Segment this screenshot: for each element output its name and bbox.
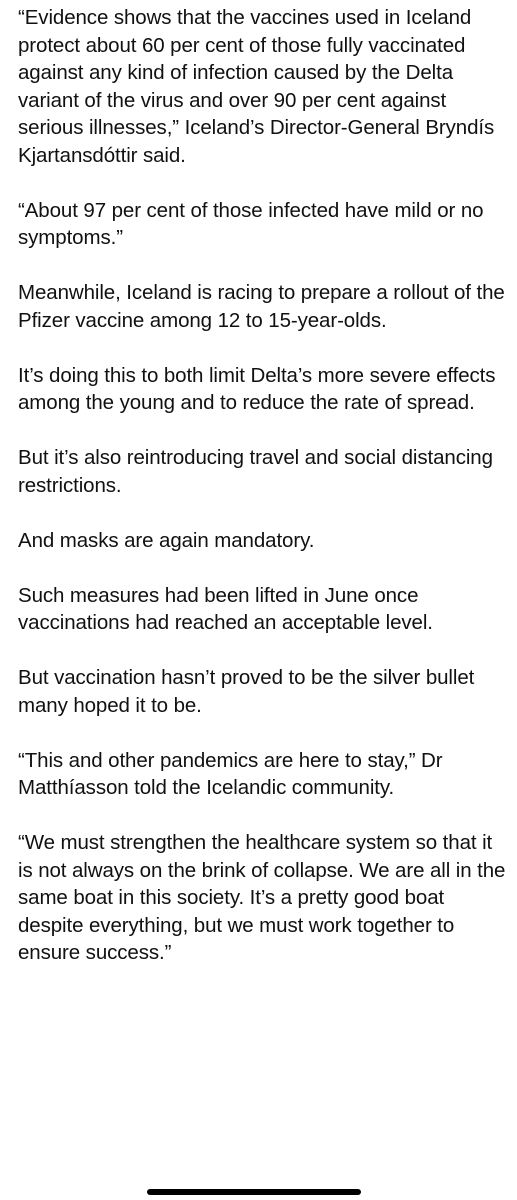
article-paragraph: But vaccination hasn’t proved to be the … — [18, 666, 475, 717]
article-paragraph: “This and other pandemics are here to st… — [18, 748, 443, 800]
home-indicator[interactable] — [147, 1189, 361, 1195]
article-paragraph: It’s doing this to both limit Delta’s mo… — [18, 363, 496, 415]
article-paragraph: “Evidence shows that the vaccines used i… — [18, 6, 495, 167]
article-paragraph: And masks are again mandatory. — [18, 528, 315, 552]
article-paragraph: Such measures had been lifted in June on… — [18, 583, 433, 635]
article-paragraph: But it’s also reintroducing travel and s… — [18, 446, 493, 497]
article-paragraph: “We must strengthen the healthcare syste… — [18, 831, 506, 964]
article-paragraph: “About 97 per cent of those infected hav… — [18, 198, 484, 250]
article-body: “Evidence shows that the vaccines used i… — [18, 4, 508, 994]
article-paragraph: Meanwhile, Iceland is racing to prepare … — [18, 281, 505, 332]
